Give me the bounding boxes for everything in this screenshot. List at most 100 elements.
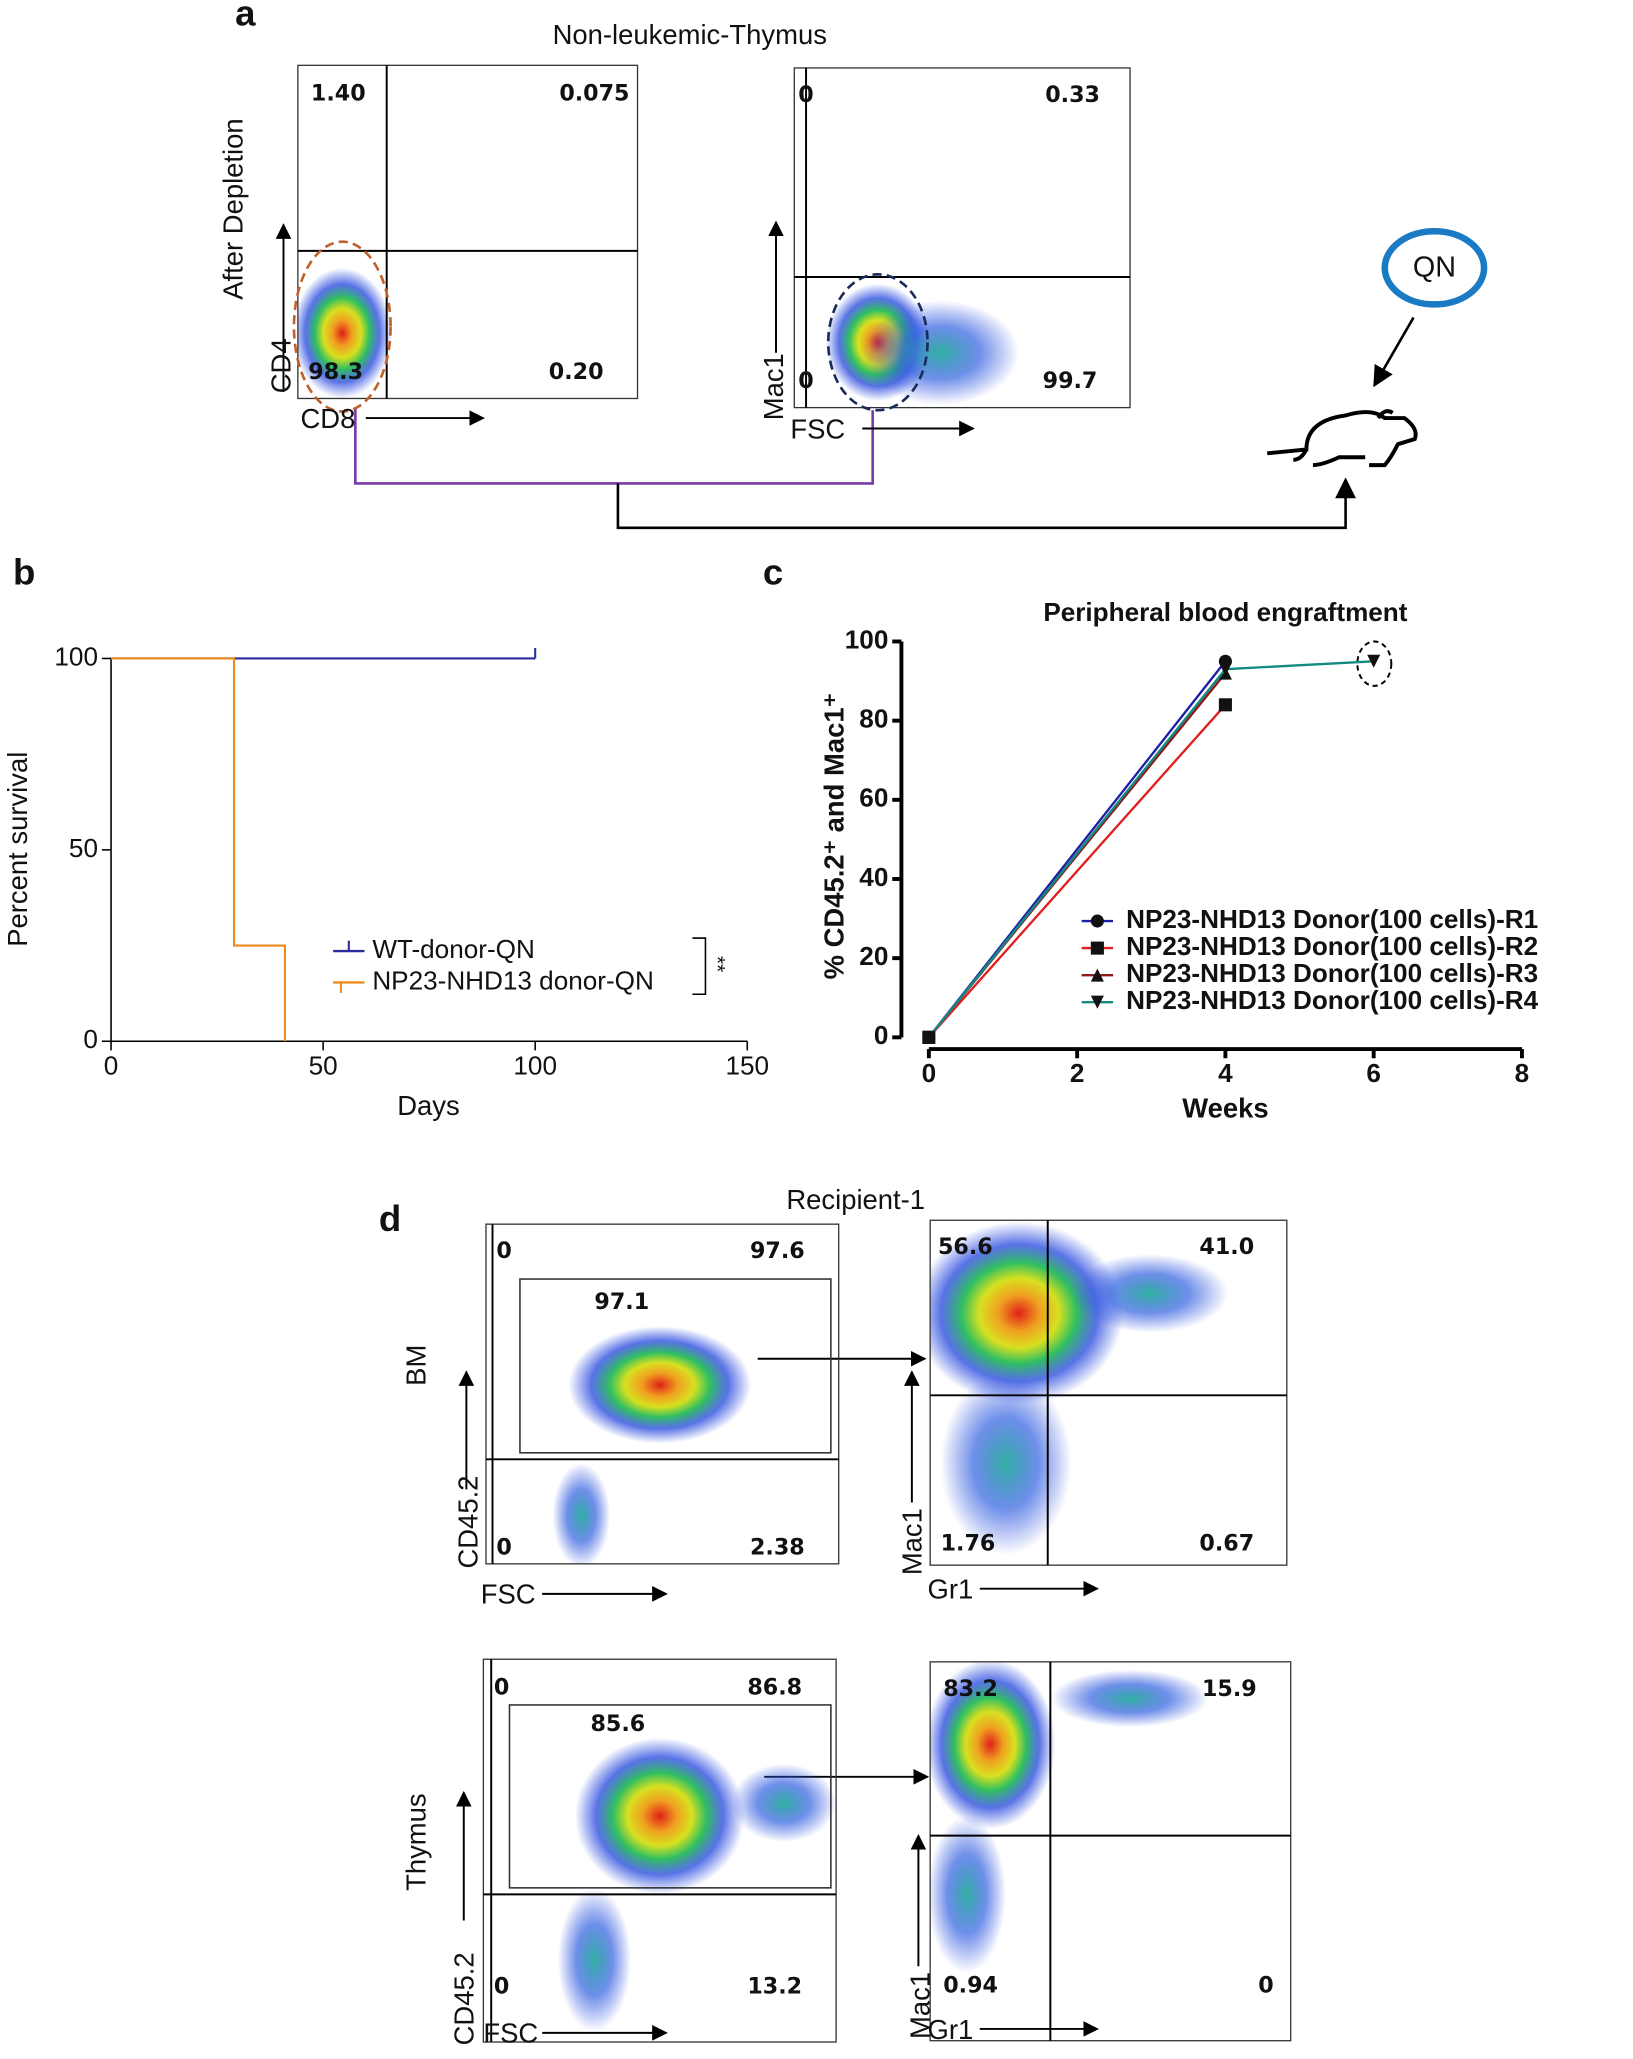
plot-frame <box>482 1658 837 2043</box>
legend-label: WT-donor-QN <box>372 934 534 964</box>
row-label: Thymus <box>400 1793 431 1891</box>
qn-label: QN <box>1413 252 1456 284</box>
x-tick-label: 8 <box>1515 1058 1530 1088</box>
highlight-circle <box>1356 640 1393 687</box>
x-axis-label: Weeks <box>1182 1093 1268 1124</box>
plot-area <box>930 1661 1209 1973</box>
arrow <box>1373 316 1415 388</box>
quadrant-value: 0 <box>798 368 813 394</box>
quadrant-value: 83.2 <box>943 1676 998 1702</box>
density-cloud <box>862 300 1019 406</box>
gate-value: 97.1 <box>594 1289 649 1315</box>
mouse-icon <box>1267 409 1418 468</box>
density-cloud <box>731 1763 837 1843</box>
quadrant-value: 56.6 <box>938 1234 993 1260</box>
panel-title: Recipient-1 <box>786 1184 925 1215</box>
x-tick-label: 100 <box>513 1050 557 1080</box>
quadrant-value: 15.9 <box>1202 1676 1257 1702</box>
layout <box>354 227 1488 1785</box>
y-tick-label: 100 <box>54 641 98 671</box>
panel-letter: d <box>379 1198 401 1239</box>
plot-frame <box>793 67 1131 409</box>
density-cloud <box>930 1661 1056 1830</box>
flow-plot: 0 97.6 0 2.38 97.1 CD45.2 FSC <box>453 1223 840 1610</box>
density-cloud <box>574 1737 745 1895</box>
x-axis-label: Gr1 <box>928 2014 974 2045</box>
series-line <box>927 704 1227 1039</box>
y-tick-label: 60 <box>859 783 888 813</box>
y-tick-label: 50 <box>69 833 98 863</box>
legend-label: NP23-NHD13 Donor(100 cells)-R2 <box>1126 931 1538 961</box>
density-cloud <box>557 1887 631 2032</box>
legend-label: NP23-NHD13 Donor(100 cells)-R3 <box>1126 958 1538 988</box>
gate <box>826 273 929 412</box>
legend-label: NP23-NHD13 Donor(100 cells)-R1 <box>1126 904 1538 934</box>
y-axis-label: Mac1 <box>897 1508 928 1575</box>
plot-frame <box>929 1661 1292 2042</box>
data-point <box>1367 654 1381 668</box>
data-point <box>1218 698 1232 712</box>
x-tick-label: 0 <box>922 1058 937 1088</box>
quadrant-value: 1.40 <box>311 81 366 107</box>
quadrant-value: 13.2 <box>747 1974 802 2000</box>
x-tick-label: 150 <box>725 1050 769 1080</box>
panel-letter: b <box>13 552 35 593</box>
y-tick-label: 40 <box>859 862 888 892</box>
x-tick-label: 4 <box>1218 1058 1233 1088</box>
plot-frame <box>297 64 639 400</box>
plot-frame <box>929 1219 1288 1566</box>
quadrant-value: 0.20 <box>549 359 604 385</box>
y-axis-label: % CD45.2⁺ and Mac1⁺ <box>818 693 849 980</box>
connector <box>354 407 874 485</box>
plot-area <box>297 267 392 399</box>
quadrant-value: 98.3 <box>308 359 363 385</box>
x-axis-label: FSC <box>481 1579 536 1610</box>
data-point <box>1218 662 1232 676</box>
x-axis-label: FSC <box>483 2018 538 2049</box>
density-cloud <box>1051 1669 1209 1728</box>
plot-area <box>557 1737 837 2032</box>
quadrant-value: 99.7 <box>1043 368 1098 394</box>
legend-label: NP23-NHD13 Donor(100 cells)-R4 <box>1126 985 1539 1015</box>
y-tick-label: 0 <box>83 1024 98 1054</box>
density-cloud <box>552 1463 611 1564</box>
x-axis-label: Days <box>397 1090 459 1121</box>
x-tick-label: 2 <box>1070 1058 1085 1088</box>
y-axis-label: Percent survival <box>2 752 33 947</box>
x-tick-label: 0 <box>104 1050 119 1080</box>
quadrant-value: 97.6 <box>750 1238 805 1264</box>
row-label: BM <box>400 1345 431 1386</box>
plot-area <box>825 283 1019 406</box>
quadrant-value: 1.76 <box>941 1531 996 1557</box>
legend-marker <box>1090 914 1104 928</box>
gate <box>292 240 392 413</box>
density-cloud <box>297 267 392 399</box>
panel-letter: c <box>763 552 783 593</box>
significance-label: ** <box>705 956 728 972</box>
density-cloud <box>568 1326 752 1444</box>
gate-value: 85.6 <box>590 1711 645 1737</box>
y-axis-label: Mac1 <box>905 1972 936 2039</box>
chart-title: Peripheral blood engraftment <box>1043 597 1407 627</box>
data-point <box>922 1030 936 1044</box>
y-tick-label: 0 <box>874 1020 889 1050</box>
qn-circle <box>1381 227 1488 308</box>
plot-frame <box>485 1223 840 1565</box>
quadrant-value: 0.33 <box>1045 82 1100 108</box>
quadrant-value: 0.075 <box>559 81 629 107</box>
quadrant-value: 0 <box>496 1535 511 1561</box>
x-axis-label: FSC <box>790 413 845 444</box>
quadrant-value: 0 <box>798 82 813 108</box>
row-label: After Depletion <box>217 118 248 299</box>
y-tick-label: 20 <box>859 941 888 971</box>
significance-bracket <box>692 937 707 996</box>
quadrant-value: 0 <box>494 1674 509 1700</box>
y-axis-label: CD4 <box>266 338 297 393</box>
panel-letter: a <box>235 0 256 33</box>
x-axis-label: CD8 <box>300 403 355 434</box>
quadrant-value: 2.38 <box>750 1535 805 1561</box>
